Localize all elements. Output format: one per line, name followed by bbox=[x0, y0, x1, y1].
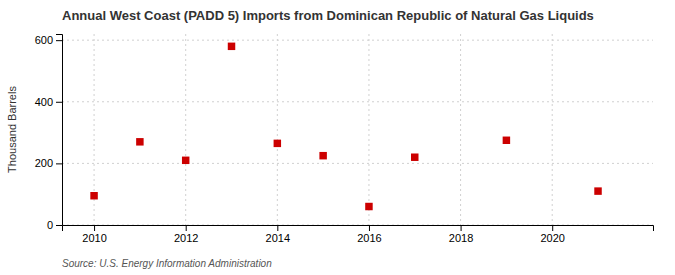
x-tick: 2014 bbox=[266, 225, 290, 244]
y-tick-mark bbox=[56, 40, 62, 41]
x-tick-label: 2016 bbox=[357, 232, 381, 244]
y-tick: 400 bbox=[35, 96, 62, 108]
point bbox=[90, 192, 97, 199]
point bbox=[411, 153, 418, 160]
x-tick-label: 2010 bbox=[82, 232, 106, 244]
x-tick-label: 2018 bbox=[449, 232, 473, 244]
points bbox=[90, 43, 601, 211]
x-tick-label: 2012 bbox=[174, 232, 198, 244]
x-tick-mark bbox=[461, 225, 462, 231]
x-grid-line bbox=[552, 34, 553, 225]
x-tick: 2016 bbox=[357, 225, 381, 244]
x-axis: 2010 2012 2014 2016 2018 2020 bbox=[63, 225, 654, 244]
plot: 2010 2012 2014 2016 2018 2020 0 200 400 600 bbox=[35, 34, 654, 244]
y-grid-line bbox=[62, 40, 653, 41]
x-grid-line bbox=[460, 34, 461, 225]
chart-container: 2010 2012 2014 2016 2018 2020 0 200 400 600 Annual… bbox=[0, 0, 675, 275]
y-grid-line bbox=[62, 163, 653, 164]
x-tick-mark bbox=[186, 225, 187, 231]
y-axis: 0 200 400 600 bbox=[35, 34, 63, 231]
y-tick-label: 0 bbox=[47, 219, 53, 231]
x-grid-line bbox=[277, 34, 278, 225]
point bbox=[365, 203, 372, 210]
y-tick: 0 bbox=[47, 219, 62, 231]
x-tick: 2012 bbox=[174, 225, 198, 244]
y-tick: 600 bbox=[35, 34, 62, 46]
x-tick-mark bbox=[552, 225, 553, 231]
y-tick: 200 bbox=[35, 157, 62, 169]
x-tick-mark bbox=[94, 225, 95, 231]
x-grid-line bbox=[368, 34, 369, 225]
y-tick-mark bbox=[56, 225, 62, 226]
grid bbox=[62, 34, 653, 225]
x-tick-label: 2020 bbox=[540, 232, 564, 244]
y-tick-label: 200 bbox=[35, 157, 53, 169]
point bbox=[319, 152, 326, 159]
source: Source: U.S. Energy Information Administ… bbox=[62, 258, 272, 269]
x-grid-line bbox=[185, 34, 186, 225]
point bbox=[228, 43, 235, 50]
point bbox=[274, 140, 281, 147]
x-tick-mark bbox=[369, 225, 370, 231]
x-tick-label: 2014 bbox=[266, 232, 290, 244]
y-axis-line bbox=[56, 35, 63, 226]
x-axis-line bbox=[63, 226, 654, 232]
chart-svg: 2010 2012 2014 2016 2018 2020 0 200 400 600 Annual… bbox=[0, 0, 675, 275]
point bbox=[594, 187, 601, 194]
y-tick-mark bbox=[56, 163, 62, 164]
x-tick: 2020 bbox=[540, 225, 564, 244]
y-tick-label: 400 bbox=[35, 96, 53, 108]
y-grid-line bbox=[62, 101, 653, 102]
point bbox=[182, 157, 189, 164]
x-tick-mark bbox=[277, 225, 278, 231]
x-tick: 2010 bbox=[82, 225, 106, 244]
title: Annual West Coast (PADD 5) Imports from … bbox=[62, 8, 594, 23]
y-axis-label: Thousand Barrels bbox=[6, 86, 18, 173]
y-tick-label: 600 bbox=[35, 34, 53, 46]
point bbox=[136, 138, 143, 145]
x-tick: 2018 bbox=[449, 225, 473, 244]
y-tick-mark bbox=[56, 102, 62, 103]
point bbox=[503, 137, 510, 144]
